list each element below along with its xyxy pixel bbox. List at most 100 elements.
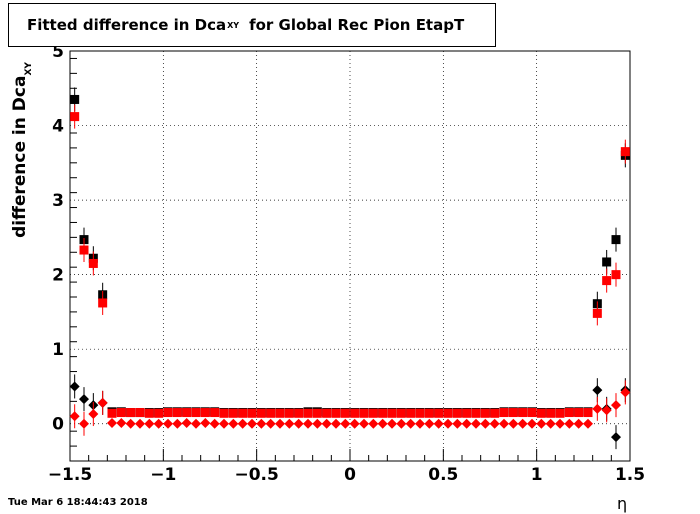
data-point-diamond (461, 418, 472, 429)
x-tick-label: −1 (150, 465, 176, 485)
data-point-square (126, 408, 136, 418)
title-tail: for Global Rec Pion EtapT (249, 16, 465, 34)
data-point-diamond (247, 418, 257, 429)
data-point-square (191, 408, 201, 418)
data-point-diamond (209, 418, 220, 429)
data-point-square (480, 408, 490, 418)
data-point-diamond (564, 418, 575, 429)
y-axis-label: difference in DcaXY (10, 62, 34, 238)
data-point-square (200, 408, 210, 418)
data-point-square (359, 408, 369, 418)
data-point-diamond (219, 418, 229, 429)
data-point-diamond (555, 418, 565, 429)
data-point-diamond (340, 418, 351, 429)
data-point-diamond (107, 417, 117, 428)
data-point-diamond (88, 409, 99, 420)
data-point-diamond (452, 418, 463, 429)
data-point-diamond (163, 418, 173, 429)
data-point-square (228, 408, 238, 418)
data-point-square (611, 235, 621, 245)
data-point-diamond (424, 418, 435, 429)
data-point-diamond (69, 381, 80, 392)
y-axis-label-subscript: XY (24, 62, 34, 76)
data-point-diamond (256, 418, 267, 429)
data-point-square (555, 408, 565, 418)
data-point-diamond (303, 418, 313, 429)
data-point-diamond (191, 418, 201, 429)
data-point-diamond (200, 417, 211, 428)
data-point-diamond (135, 418, 145, 429)
data-point-square (508, 408, 518, 418)
data-point-diamond (144, 418, 155, 429)
data-point-diamond (396, 418, 407, 429)
data-point-square (471, 408, 481, 418)
data-point-diamond (79, 394, 89, 405)
data-point-diamond (69, 411, 80, 422)
data-point-square (88, 258, 98, 268)
data-point-diamond (583, 418, 593, 429)
data-point-square (536, 408, 546, 418)
data-point-diamond (508, 418, 519, 429)
data-point-diamond (275, 418, 285, 429)
data-point-diamond (611, 432, 621, 443)
x-tick-label: 1.5 (615, 465, 645, 485)
data-point-diamond (79, 418, 89, 429)
data-point-diamond (620, 387, 631, 398)
data-point-diamond (368, 418, 379, 429)
data-point-diamond (97, 397, 108, 408)
data-point-square (583, 408, 593, 418)
data-point-diamond (405, 418, 416, 429)
data-point-diamond (489, 418, 500, 429)
data-point-diamond (611, 400, 621, 411)
y-tick-label: 5 (52, 42, 64, 62)
data-point-square (107, 408, 117, 418)
data-point-diamond (125, 418, 136, 429)
data-point-diamond (387, 418, 397, 429)
data-point-diamond (527, 418, 537, 429)
chart-title: Fitted difference in Dca XY for Global Rec… (8, 3, 496, 47)
data-point-square (247, 408, 257, 418)
data-point-square (396, 408, 406, 418)
data-point-diamond (237, 418, 248, 429)
data-point-diamond (573, 418, 584, 429)
data-point-square (546, 408, 556, 418)
y-tick-label: 1 (52, 340, 64, 360)
data-point-square (266, 408, 276, 418)
data-point-square (490, 408, 500, 418)
data-point-diamond (536, 418, 547, 429)
data-point-diamond (331, 418, 341, 429)
title-subscript: XY (227, 20, 240, 30)
data-point-square (275, 408, 285, 418)
data-point-square (620, 147, 630, 157)
data-point-square (303, 408, 313, 418)
data-point-diamond (284, 418, 295, 429)
data-point-square (406, 408, 416, 418)
data-point-square (424, 408, 434, 418)
data-point-square (368, 408, 378, 418)
data-point-square (387, 408, 397, 418)
y-axis-label-main: difference in Dca (10, 75, 30, 238)
data-point-square (340, 408, 350, 418)
x-tick-label: 0 (344, 465, 356, 485)
title-main: Fitted difference in Dca (27, 16, 227, 34)
x-axis-label: η (617, 494, 628, 513)
data-point-square (462, 408, 472, 418)
data-point-diamond (153, 418, 164, 429)
data-point-square (116, 408, 126, 418)
data-point-square (602, 257, 612, 267)
data-point-diamond (499, 418, 509, 429)
data-point-diamond (321, 418, 332, 429)
data-point-square (219, 408, 229, 418)
x-tick-label: 1 (531, 465, 543, 485)
data-point-square (98, 298, 108, 308)
y-tick-label: 0 (52, 415, 64, 435)
data-point-square (182, 408, 192, 418)
data-point-square (238, 408, 248, 418)
data-point-square (210, 408, 220, 418)
data-point-square (135, 408, 145, 418)
data-point-square (144, 408, 154, 418)
data-point-square (434, 408, 444, 418)
y-tick-label: 4 (52, 117, 64, 137)
data-point-diamond (349, 418, 360, 429)
